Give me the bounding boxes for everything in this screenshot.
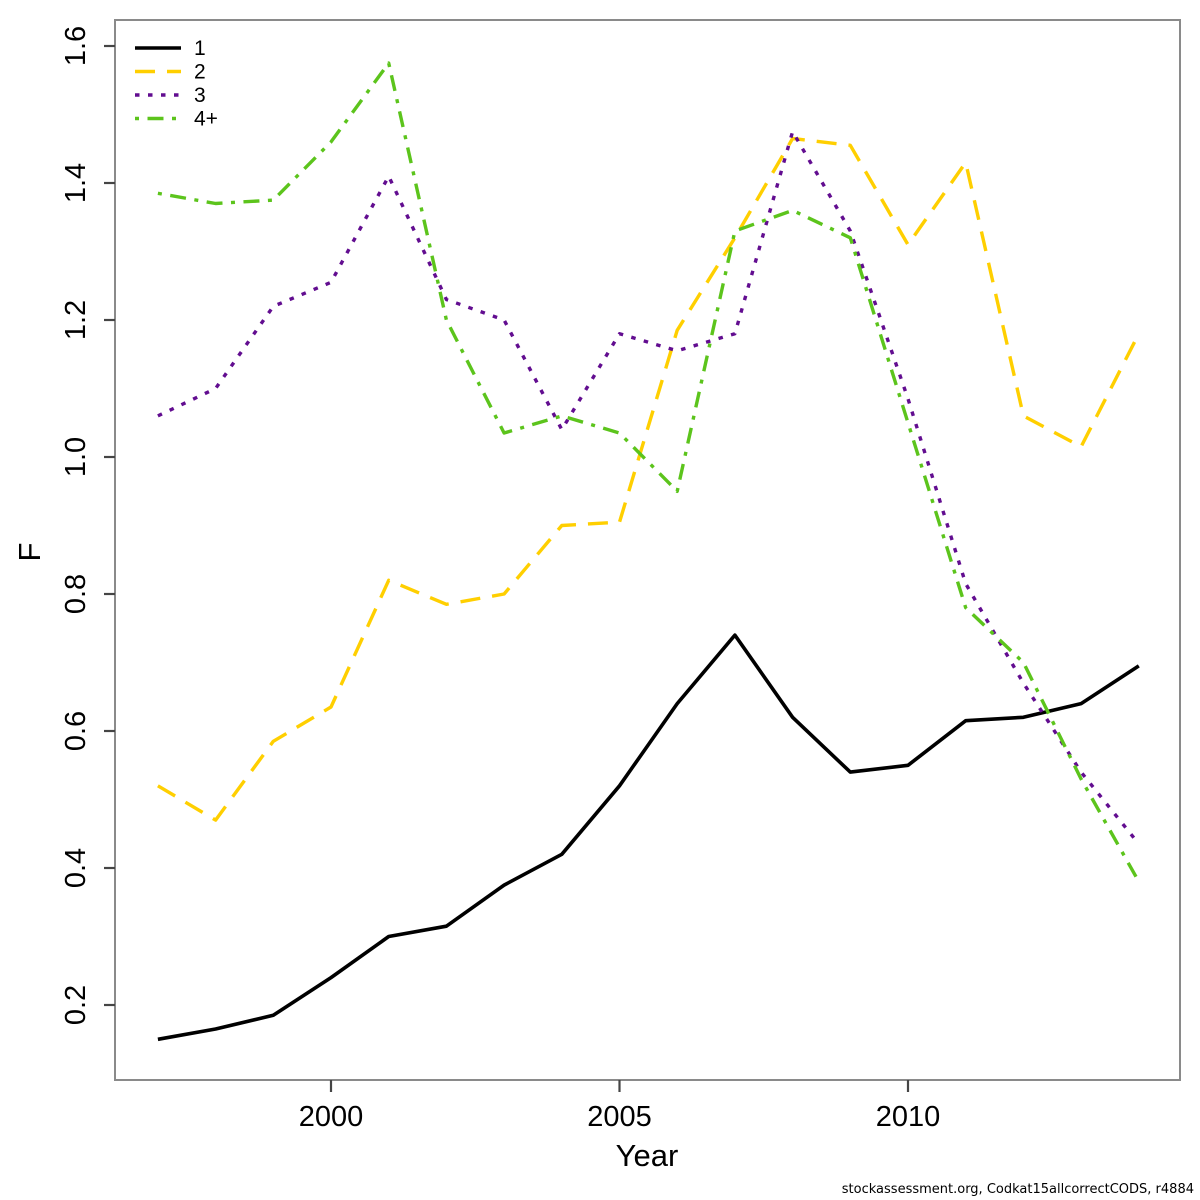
y-axis-tick-label: 0.6 (60, 711, 92, 751)
series-line-age-4plus (157, 61, 1141, 883)
series-line-age-2 (157, 136, 1141, 822)
legend-label-age-3: 3 (194, 84, 206, 107)
series-line-age-3 (157, 129, 1141, 846)
y-axis-tick-label: 1.4 (60, 163, 92, 203)
x-axis-tick-label: 2000 (299, 1101, 364, 1133)
x-axis-tick-label: 2005 (587, 1101, 652, 1133)
y-axis-title: F (12, 542, 47, 562)
x-axis-title: Year (615, 1138, 679, 1173)
y-axis-tick-label: 1.0 (60, 437, 92, 477)
y-axis-tick-label: 0.8 (60, 574, 92, 614)
y-axis-tick-label: 1.2 (60, 300, 92, 340)
y-axis-tick-label: 0.2 (60, 985, 92, 1025)
x-axis-tick-label: 2010 (876, 1101, 941, 1133)
series-line-age-1 (157, 633, 1140, 1042)
plot-frame (114, 19, 1181, 1081)
y-axis-tick-label: 1.6 (60, 26, 92, 66)
legend-label-age-2: 2 (194, 61, 206, 84)
legend-label-age-4plus: 4+ (194, 108, 218, 131)
y-axis-tick-label: 0.4 (60, 848, 92, 888)
footer-credit: stockassessment.org, Codkat15allcorrectC… (841, 1182, 1194, 1197)
legend-label-age-1: 1 (194, 37, 206, 60)
